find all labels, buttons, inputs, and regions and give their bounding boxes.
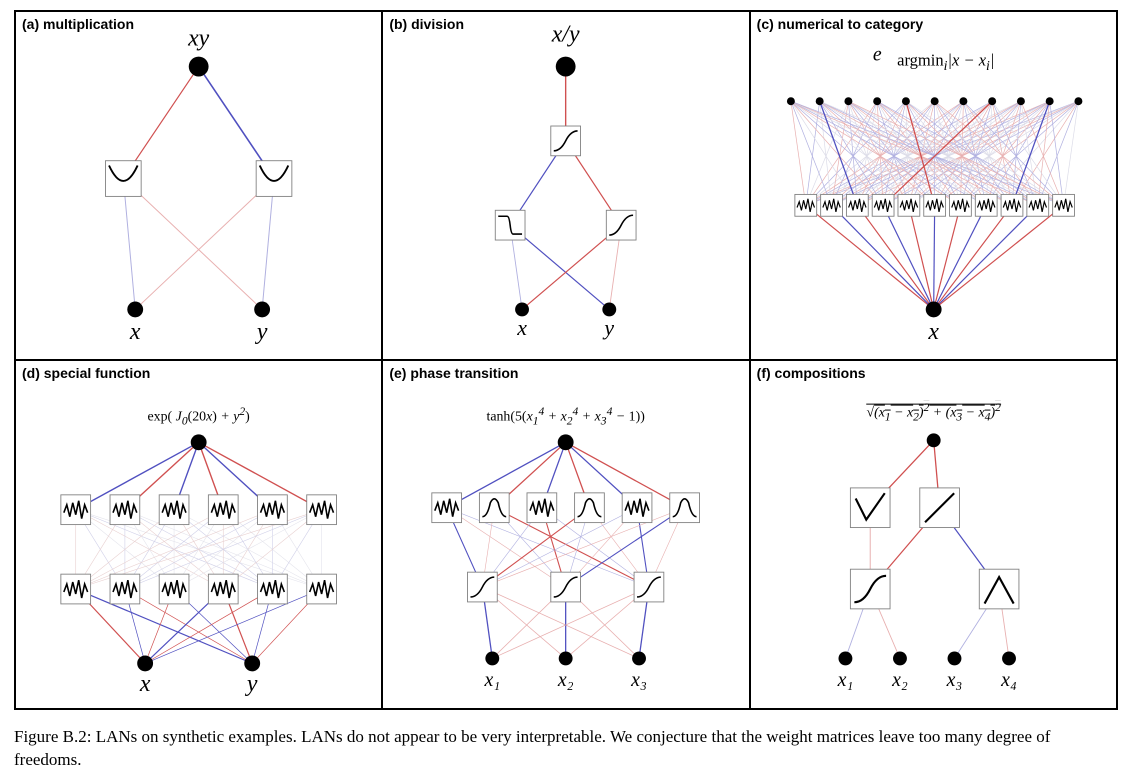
- svg-text:y: y: [245, 671, 258, 697]
- panel-label-d: (d) special function: [22, 365, 150, 381]
- panel-label-c: (c) numerical to category: [757, 16, 924, 32]
- panel-multiplication: (a) multiplicationxyxy: [15, 11, 382, 360]
- svg-text:x: x: [927, 319, 939, 345]
- figure-caption: Figure B.2: LANs on synthetic examples. …: [14, 726, 1118, 772]
- svg-text:x₂: x₂: [557, 669, 574, 691]
- panel-label-f: (f) compositions: [757, 365, 866, 381]
- svg-text:x: x: [517, 316, 528, 340]
- svg-text:x₁: x₁: [836, 669, 853, 691]
- panel-label-a: (a) multiplication: [22, 16, 134, 32]
- svg-text:x₁: x₁: [484, 669, 501, 691]
- svg-text:x₄: x₄: [1000, 669, 1017, 691]
- svg-text:x₃: x₃: [631, 669, 648, 691]
- panel-division: (b) divisionxyx/y: [382, 11, 749, 360]
- svg-text:y: y: [255, 319, 268, 345]
- svg-text:x₃: x₃: [945, 669, 962, 691]
- figure-grid: (a) multiplicationxyxy (b) divisionxyx/y…: [14, 10, 1118, 710]
- panel-label-b: (b) division: [389, 16, 464, 32]
- svg-text:y: y: [603, 316, 615, 340]
- svg-text:x₂: x₂: [891, 669, 908, 691]
- panel-compositions: (f) compositionsx₁x₂x₃x₄√(x1 − x2)2 + (x…: [750, 360, 1117, 709]
- panel-category: (c) numerical to categoryxe⃗argmini|x − …: [750, 11, 1117, 360]
- panel-phase-transition: (e) phase transitionx₁x₂x₃tanh(5(x14 + x…: [382, 360, 749, 709]
- svg-text:x: x: [129, 319, 141, 345]
- svg-text:x: x: [139, 671, 151, 697]
- panel-label-e: (e) phase transition: [389, 365, 518, 381]
- panel-special-function: (d) special functionxyexp( J0(20x) + y2): [15, 360, 382, 709]
